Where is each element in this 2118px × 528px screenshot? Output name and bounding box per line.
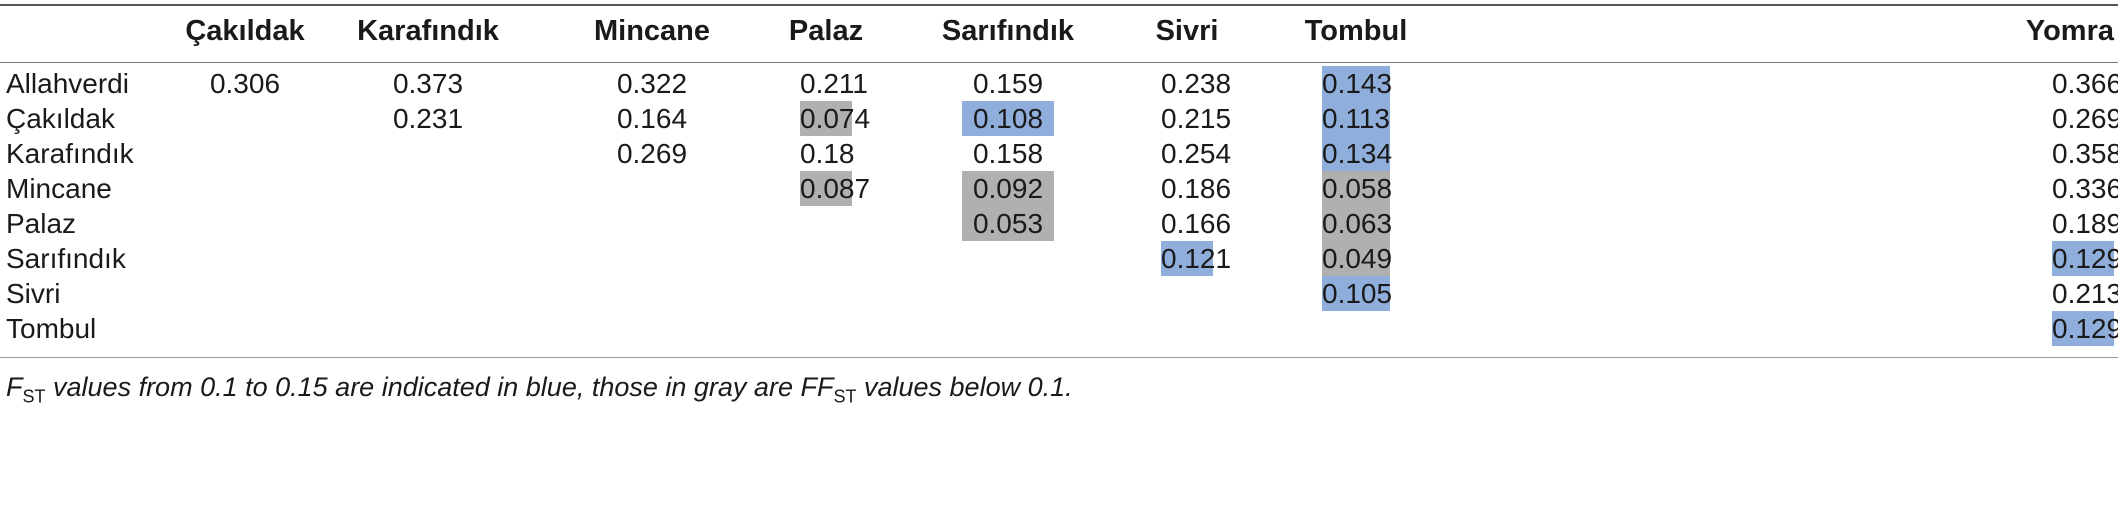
row-label: Sivri [6,278,61,309]
table-header-rule [0,62,2118,63]
table-cell: 0.058 [1322,171,1393,206]
row-label: Tombul [6,313,97,344]
footnote-text: values from 0.1 to 0.15 are indicated in… [45,372,817,402]
table-cell: 0.211 [800,68,868,99]
row-label: Karafındık [6,138,134,169]
table-cell: 0.108 [962,101,1054,136]
column-header: Tombul [1304,15,1408,47]
table-cell: 0.231 [392,103,464,134]
table-cell: 0.373 [392,68,464,99]
footnote-text-end: values below 0.1. [856,372,1073,402]
table-cell: 0.238 [1161,68,1232,99]
table-cell: 0.215 [1161,103,1232,134]
column-header: Karafındık [357,15,499,47]
column-header: Yomra [2025,15,2114,47]
table-cell: 0.159 [972,68,1044,99]
table-cell: 0.18 [800,138,855,169]
table-cell: 0.164 [616,103,688,134]
table-cell: 0.053 [962,206,1054,241]
column-header: Sivri [1155,15,1219,47]
column-header: Sarıfındık [941,15,1075,47]
table-cell: 0.269 [2052,103,2118,134]
table-cell: 0.166 [1161,208,1232,239]
table-cell: 0.134 [1322,136,1393,171]
column-header: Çakıldak [185,15,305,47]
table-top-rule [0,4,2118,6]
table-cell: 0.129 [2052,311,2118,346]
table-bottom-rule [0,357,2118,358]
table-cell: 0.358 [2052,138,2118,169]
table-cell: 0.087 [800,171,871,206]
table-cell: 0.366 [2052,68,2118,99]
table-cell: 0.186 [1161,173,1232,204]
table-cell: 0.129 [2052,241,2118,276]
table-cell: 0.254 [1161,138,1232,169]
row-label: Palaz [6,208,77,239]
row-label: Allahverdi [6,68,129,99]
row-label: Çakıldak [6,103,115,134]
table-cell: 0.269 [616,138,688,169]
column-header: Mincane [593,15,711,47]
table-cell: 0.322 [616,68,688,99]
table-cell: 0.143 [1322,66,1393,101]
footnote-sub: ST [22,386,46,407]
column-header: Palaz [788,15,864,47]
table-cell: 0.105 [1322,276,1393,311]
table-cell: 0.306 [209,68,281,99]
table-cell: 0.121 [1161,241,1232,276]
table-cell: 0.213 [2052,278,2118,309]
row-label: Sarıfındık [6,243,126,274]
table-cell: 0.063 [1322,206,1393,241]
row-label: Mincane [6,173,112,204]
table-cell: 0.092 [962,171,1054,206]
table-cell: 0.113 [1322,101,1390,136]
table-cell: 0.074 [800,101,871,136]
table-cell: 0.158 [972,138,1044,169]
table-cell: 0.336 [2052,173,2118,204]
footnote-f: F [6,372,23,402]
footnote-sub: ST [833,386,857,407]
table-footnote: FST values from 0.1 to 0.15 are indicate… [6,372,1073,407]
table-cell: 0.049 [1322,241,1393,276]
table-cell: 0.189 [2052,208,2118,239]
